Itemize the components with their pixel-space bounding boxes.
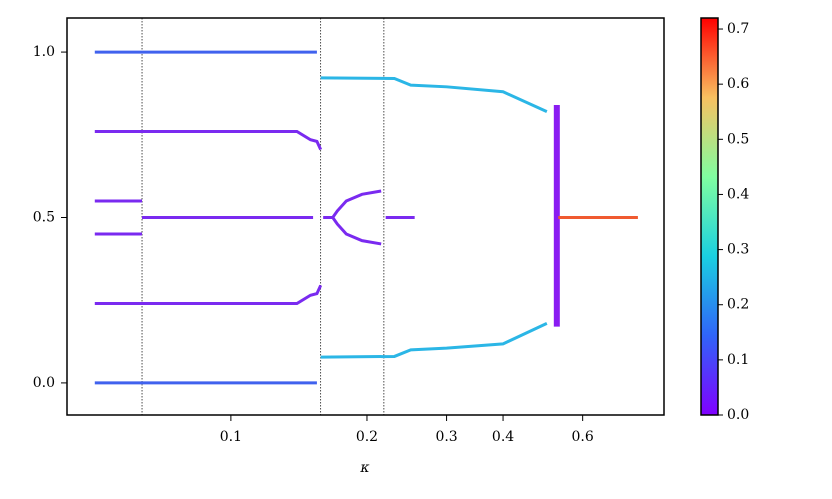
x-tick-label: 0.1 bbox=[220, 429, 242, 445]
x-tick-label: 0.3 bbox=[435, 429, 457, 445]
colorbar-tick-label: 0.7 bbox=[727, 21, 749, 37]
branch-line bbox=[323, 189, 382, 219]
x-tick-label: 0.6 bbox=[572, 429, 594, 445]
x-tick-label: 0.4 bbox=[492, 429, 514, 445]
branch-line bbox=[320, 76, 548, 113]
branch-line bbox=[94, 129, 323, 151]
colorbar-tick-label: 0.2 bbox=[727, 297, 749, 313]
y-tick-label: 0.0 bbox=[33, 375, 55, 391]
plot-frame bbox=[66, 17, 665, 416]
colorbar-tick-label: 0.6 bbox=[727, 76, 749, 92]
branch-line bbox=[320, 322, 548, 359]
colorbar-tick-label: 0.0 bbox=[727, 407, 749, 423]
branch-line bbox=[94, 284, 323, 306]
colorbar-tick-label: 0.1 bbox=[727, 352, 749, 368]
y-tick-label: 0.5 bbox=[33, 209, 55, 225]
x-tick-label: 0.2 bbox=[356, 429, 378, 445]
colorbar-tick-label: 0.5 bbox=[727, 131, 749, 147]
branch-line bbox=[331, 216, 382, 246]
colorbar-tick-label: 0.3 bbox=[727, 242, 749, 258]
y-tick-label: 1.0 bbox=[33, 44, 55, 60]
x-axis-label: κ bbox=[359, 460, 369, 476]
colorbar-tick-label: 0.4 bbox=[727, 186, 749, 202]
colorbar bbox=[700, 17, 719, 416]
